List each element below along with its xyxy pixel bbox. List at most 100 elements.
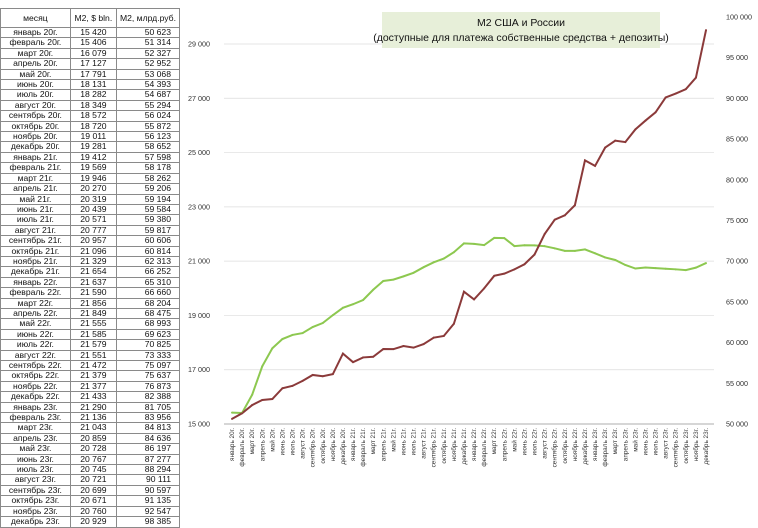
cell-month[interactable]: июль 22г. [0,339,71,351]
cell-month[interactable]: апрель 20г. [0,58,71,70]
cell-m2-usd[interactable]: 21 433 [69,391,117,403]
cell-m2-rub[interactable]: 60 606 [115,235,181,247]
cell-m2-usd[interactable]: 18 282 [69,89,117,101]
cell-m2-usd[interactable]: 21 585 [69,328,117,341]
cell-m2-usd[interactable]: 17 127 [69,58,117,70]
cell-m2-rub[interactable]: 81 705 [115,401,181,414]
cell-month[interactable]: июнь 21г. [0,203,71,216]
header-month[interactable]: месяц [0,8,71,28]
cell-month[interactable]: январь 22г. [0,276,71,289]
cell-m2-usd[interactable]: 19 011 [69,131,117,143]
cell-m2-usd[interactable]: 18 131 [69,79,117,91]
cell-m2-usd[interactable]: 21 379 [69,370,117,382]
cell-m2-rub[interactable]: 59 380 [115,214,181,226]
cell-m2-usd[interactable]: 19 281 [69,141,117,153]
cell-m2-rub[interactable]: 69 623 [115,328,181,341]
cell-m2-usd[interactable]: 21 096 [69,245,117,257]
cell-m2-rub[interactable]: 54 687 [115,89,181,101]
cell-m2-usd[interactable]: 20 571 [69,214,117,226]
cell-m2-usd[interactable]: 20 957 [69,235,117,247]
cell-month[interactable]: март 22г. [0,297,71,309]
cell-m2-usd[interactable]: 21 136 [69,412,117,424]
cell-month[interactable]: июль 20г. [0,89,71,101]
cell-m2-usd[interactable]: 20 929 [69,516,117,528]
cell-m2-rub[interactable]: 75 637 [115,370,181,382]
cell-m2-usd[interactable]: 18 572 [69,110,117,122]
cell-m2-rub[interactable]: 86 197 [115,443,181,455]
cell-m2-usd[interactable]: 15 406 [69,37,117,49]
cell-m2-usd[interactable]: 15 420 [69,26,117,39]
cell-m2-usd[interactable]: 19 412 [69,151,117,164]
cell-m2-usd[interactable]: 21 849 [69,307,117,320]
cell-month[interactable]: декабрь 23г. [0,516,71,528]
cell-m2-rub[interactable]: 56 024 [115,110,181,122]
cell-m2-rub[interactable]: 70 825 [115,339,181,351]
cell-month[interactable]: август 23г. [0,474,71,486]
cell-m2-usd[interactable]: 20 777 [69,224,117,237]
cell-month[interactable]: февраль 23г. [0,412,71,424]
cell-month[interactable]: июнь 23г. [0,453,71,466]
cell-m2-rub[interactable]: 75 097 [115,359,181,372]
cell-month[interactable]: январь 20г. [0,26,71,39]
cell-m2-usd[interactable]: 20 728 [69,443,117,455]
cell-m2-rub[interactable]: 59 584 [115,203,181,216]
cell-m2-rub[interactable]: 90 111 [115,474,181,486]
cell-m2-usd[interactable]: 20 671 [69,495,117,507]
cell-m2-rub[interactable]: 62 313 [115,255,181,268]
cell-month[interactable]: февраль 21г. [0,162,71,174]
cell-month[interactable]: март 23г. [0,422,71,434]
cell-m2-usd[interactable]: 20 767 [69,453,117,466]
cell-month[interactable]: май 21г. [0,193,71,205]
cell-m2-rub[interactable]: 59 206 [115,183,181,195]
cell-m2-rub[interactable]: 51 314 [115,37,181,49]
cell-m2-usd[interactable]: 21 590 [69,287,117,299]
cell-month[interactable]: август 22г. [0,349,71,362]
cell-month[interactable]: май 20г. [0,68,71,81]
cell-m2-usd[interactable]: 20 319 [69,193,117,205]
cell-m2-usd[interactable]: 21 043 [69,422,117,434]
cell-m2-usd[interactable]: 20 745 [69,464,117,476]
cell-m2-rub[interactable]: 92 547 [115,505,181,518]
cell-m2-rub[interactable]: 59 817 [115,224,181,237]
cell-m2-rub[interactable]: 76 873 [115,380,181,393]
cell-m2-rub[interactable]: 68 204 [115,297,181,309]
cell-month[interactable]: июль 21г. [0,214,71,226]
cell-m2-rub[interactable]: 52 327 [115,47,181,60]
cell-m2-usd[interactable]: 20 439 [69,203,117,216]
cell-m2-usd[interactable]: 21 472 [69,359,117,372]
cell-m2-rub[interactable]: 90 597 [115,484,181,497]
cell-m2-rub[interactable]: 50 623 [115,26,181,39]
cell-month[interactable]: декабрь 22г. [0,391,71,403]
cell-month[interactable]: ноябрь 23г. [0,505,71,518]
cell-month[interactable]: декабрь 20г. [0,141,71,153]
cell-m2-usd[interactable]: 21 856 [69,297,117,309]
cell-m2-usd[interactable]: 20 721 [69,474,117,486]
cell-m2-rub[interactable]: 66 660 [115,287,181,299]
cell-month[interactable]: март 20г. [0,47,71,60]
cell-month[interactable]: май 22г. [0,318,71,330]
cell-m2-rub[interactable]: 60 814 [115,245,181,257]
cell-month[interactable]: октябрь 20г. [0,120,71,133]
cell-month[interactable]: июнь 22г. [0,328,71,341]
cell-m2-usd[interactable]: 21 555 [69,318,117,330]
cell-m2-rub[interactable]: 59 194 [115,193,181,205]
cell-m2-rub[interactable]: 91 135 [115,495,181,507]
cell-m2-rub[interactable]: 55 294 [115,99,181,112]
cell-m2-rub[interactable]: 65 310 [115,276,181,289]
cell-month[interactable]: январь 21г. [0,151,71,164]
cell-m2-rub[interactable]: 84 636 [115,432,181,445]
cell-m2-rub[interactable]: 98 385 [115,516,181,528]
cell-m2-rub[interactable]: 53 068 [115,68,181,81]
cell-month[interactable]: апрель 22г. [0,307,71,320]
cell-m2-rub[interactable]: 68 475 [115,307,181,320]
cell-m2-usd[interactable]: 17 791 [69,68,117,81]
cell-m2-rub[interactable]: 57 598 [115,151,181,164]
cell-month[interactable]: ноябрь 21г. [0,255,71,268]
cell-month[interactable]: октябрь 23г. [0,495,71,507]
cell-month[interactable]: сентябрь 23г. [0,484,71,497]
cell-month[interactable]: январь 23г. [0,401,71,414]
header-m2-usd[interactable]: M2, $ bln. [69,8,117,28]
cell-m2-rub[interactable]: 66 252 [115,266,181,278]
cell-m2-rub[interactable]: 68 993 [115,318,181,330]
cell-m2-usd[interactable]: 21 377 [69,380,117,393]
